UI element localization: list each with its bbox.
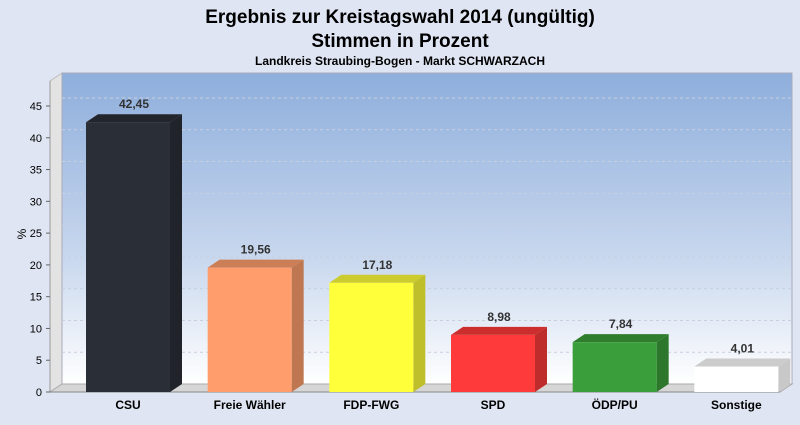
x-tick-label: CSU (115, 398, 140, 412)
bar-side (291, 259, 304, 392)
y-tick-label: 20 (30, 260, 42, 272)
y-tick-label: 0 (36, 387, 42, 399)
y-tick-label: 25 (30, 228, 42, 240)
x-tick-label: SPD (481, 398, 506, 412)
bar-5: 4,01 (694, 342, 791, 392)
bar-side (778, 358, 791, 392)
y-tick-label: 40 (30, 133, 42, 145)
data-label: 42,45 (119, 97, 149, 111)
bar-top (207, 259, 304, 268)
bar-side (535, 326, 547, 392)
bar-side (656, 334, 669, 392)
x-tick-label: Freie Wähler (214, 398, 286, 412)
bar-top (694, 358, 791, 367)
bar-front (86, 122, 170, 392)
bar-front (451, 334, 535, 392)
y-tick-label: 10 (30, 323, 42, 335)
y-tick-label: 35 (30, 165, 42, 177)
back-wall (61, 72, 793, 385)
bar-2: 17,18 (329, 258, 426, 392)
bar-side (413, 274, 426, 392)
bar-3: 8,98 (451, 310, 547, 392)
data-label: 17,18 (362, 258, 392, 272)
bar-top (451, 326, 547, 335)
bar-4: 7,84 (572, 317, 669, 392)
chart-subtitle: Stimmen in Prozent (311, 31, 489, 52)
bar-front (694, 366, 779, 392)
bar-side (170, 114, 182, 392)
x-tick-label: ÖDP/PU (592, 397, 638, 412)
y-tick-label: 45 (30, 101, 42, 113)
side-wall (49, 72, 63, 393)
y-tick-label: 5 (36, 355, 42, 367)
y-tick-label: 30 (30, 196, 42, 208)
data-label: 8,98 (487, 310, 511, 324)
bar-top (572, 334, 669, 343)
data-label: 7,84 (609, 317, 633, 331)
chart-caption: Landkreis Straubing-Bogen - Markt SCHWAR… (255, 54, 545, 68)
x-tick-label: FDP-FWG (343, 398, 399, 412)
chart-title: Ergebnis zur Kreistagswahl 2014 (ungülti… (205, 7, 595, 28)
bar-front (207, 267, 292, 392)
data-label: 4,01 (731, 342, 755, 356)
y-axis-label: % (15, 228, 29, 239)
y-tick-label: 15 (30, 292, 42, 304)
bar-top (86, 114, 182, 123)
data-label: 19,56 (241, 243, 271, 257)
bar-top (329, 274, 426, 283)
bar-front (572, 342, 657, 392)
bar-front (329, 282, 414, 392)
bar-0: 42,45 (86, 97, 182, 392)
x-tick-label: Sonstige (711, 398, 762, 412)
bar-1: 19,56 (207, 243, 304, 392)
